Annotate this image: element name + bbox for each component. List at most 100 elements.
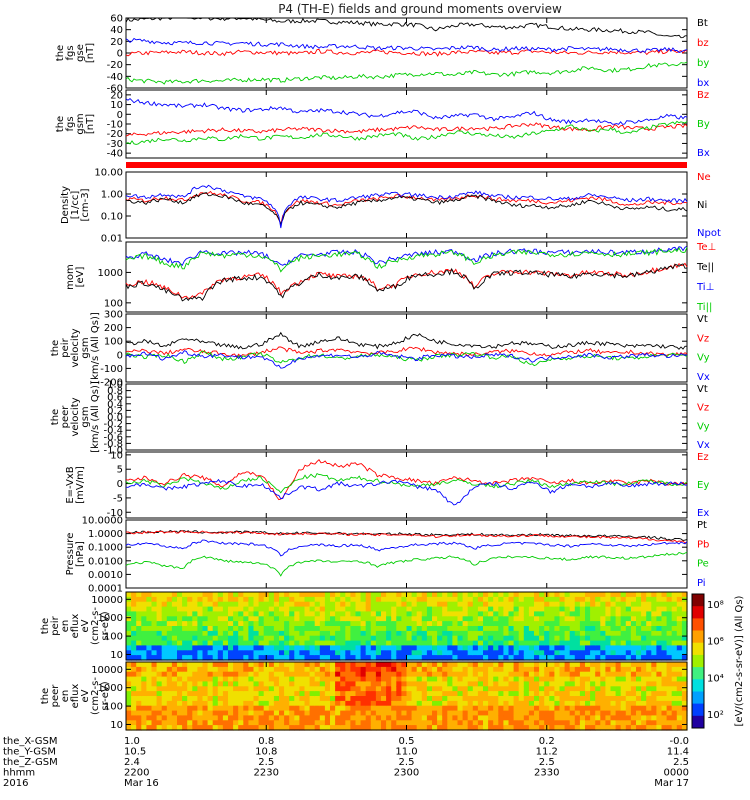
- heatmap-cell: [564, 621, 571, 627]
- heatmap-cell: [217, 700, 224, 707]
- heatmap-cell: [488, 725, 494, 731]
- colorbar-frame: [691, 593, 705, 729]
- heatmap-cell: [518, 671, 525, 678]
- heatmap-cell: [340, 666, 346, 673]
- heatmap-cell: [676, 611, 683, 617]
- heatmap-cell: [421, 676, 428, 683]
- series-line-Vy: [125, 350, 688, 367]
- heatmap-cell: [447, 645, 453, 651]
- heatmap-cell: [411, 696, 418, 702]
- heatmap-cell: [304, 710, 311, 717]
- series-group: [125, 331, 688, 369]
- heatmap-cell: [544, 705, 550, 712]
- heatmap-cell: [299, 611, 306, 617]
- plot-title: P4 (TH-E) fields and ground moments over…: [278, 2, 562, 16]
- heatmap-cell: [355, 662, 362, 668]
- heatmap-cell: [314, 596, 321, 603]
- heatmap-cell: [370, 725, 377, 731]
- heatmap-cell: [248, 655, 255, 661]
- heatmap-cell: [197, 655, 204, 661]
- heatmap-cell: [222, 710, 229, 717]
- heatmap-cell: [238, 696, 244, 702]
- heatmap-cell: [421, 705, 428, 712]
- heatmap-cell: [340, 710, 346, 717]
- heatmap-cell: [432, 601, 438, 608]
- legend-Pb: Pb: [697, 539, 709, 550]
- x-tick-label: 2330: [534, 768, 559, 779]
- heatmap-cell: [534, 596, 540, 603]
- heatmap-cell: [579, 655, 586, 661]
- heatmap-cell: [416, 720, 423, 726]
- heatmap-cell: [365, 601, 372, 608]
- heatmap-cell: [416, 662, 423, 668]
- heatmap-cell: [151, 696, 158, 702]
- heatmap-cell: [146, 666, 153, 673]
- heatmap-cell: [360, 691, 367, 697]
- heatmap-cell: [309, 592, 316, 598]
- heatmap-cell: [391, 601, 397, 608]
- heatmap-cell: [452, 601, 459, 608]
- heatmap-cell: [554, 696, 561, 702]
- heatmap-cell: [426, 662, 433, 668]
- heatmap-cell: [539, 645, 545, 651]
- heatmap-cell: [289, 700, 295, 707]
- heatmap-cell: [126, 616, 132, 622]
- heatmap-cell: [304, 666, 311, 673]
- heatmap-cell: [503, 601, 510, 608]
- y-axis-label-line: peer: [50, 684, 61, 708]
- heatmap-cell: [574, 700, 581, 707]
- heatmap-cell: [411, 635, 418, 642]
- heatmap-cell: [488, 710, 494, 717]
- heatmap-cell: [187, 710, 193, 717]
- heatmap-cell: [656, 626, 663, 632]
- heatmap-cell: [268, 691, 275, 697]
- heatmap-cell: [370, 645, 377, 651]
- heatmap-cell: [319, 720, 326, 726]
- heatmap-cell: [503, 630, 510, 637]
- y-tick-label: 0: [117, 350, 123, 361]
- heatmap-cell: [294, 596, 300, 603]
- heatmap-cell: [319, 662, 326, 668]
- heatmap-cell: [625, 635, 632, 642]
- heatmap-cell: [335, 650, 341, 656]
- heatmap-cell: [595, 691, 601, 697]
- y-axis: 10.001.000.100.01: [94, 168, 687, 245]
- heatmap-cell: [258, 662, 265, 668]
- heatmap-cell: [554, 666, 561, 673]
- heatmap-cell: [590, 662, 596, 668]
- x-tick-label: 10.8: [255, 747, 277, 758]
- heatmap-cell: [279, 666, 285, 673]
- colorbar-segment: [692, 691, 704, 705]
- heatmap-cell: [523, 720, 530, 726]
- heatmap-cell: [299, 635, 306, 642]
- heatmap-cell: [136, 725, 142, 731]
- heatmap-cell: [676, 630, 683, 637]
- heatmap-cell: [177, 691, 183, 697]
- heatmap-cell: [279, 650, 285, 656]
- heatmap-cell: [360, 650, 367, 656]
- heatmap-cell: [151, 650, 158, 656]
- heatmap-cell: [411, 720, 418, 726]
- heatmap-cell: [641, 601, 647, 608]
- heatmap-cell: [477, 696, 484, 702]
- heatmap-cell: [656, 640, 663, 647]
- heatmap-cell: [330, 691, 336, 697]
- heatmap-cell: [432, 650, 438, 656]
- heatmap-cell: [177, 686, 183, 692]
- heatmap-cell: [498, 691, 504, 697]
- heatmap-cell: [447, 630, 453, 637]
- heatmap-cell: [610, 616, 617, 622]
- heatmap-cell: [406, 640, 413, 647]
- heatmap-cell: [411, 630, 418, 637]
- heatmap-cell: [360, 676, 367, 683]
- y-tick-label: -20: [107, 129, 123, 140]
- heatmap-cell: [166, 725, 173, 731]
- heatmap-cell: [156, 640, 163, 647]
- heatmap-cell: [243, 681, 249, 687]
- heatmap-cell: [411, 710, 418, 717]
- heatmap-cell: [585, 676, 591, 683]
- heatmap-cell: [299, 710, 306, 717]
- heatmap-cell: [279, 700, 285, 707]
- heatmap-cell: [432, 621, 438, 627]
- heatmap-cell: [222, 611, 229, 617]
